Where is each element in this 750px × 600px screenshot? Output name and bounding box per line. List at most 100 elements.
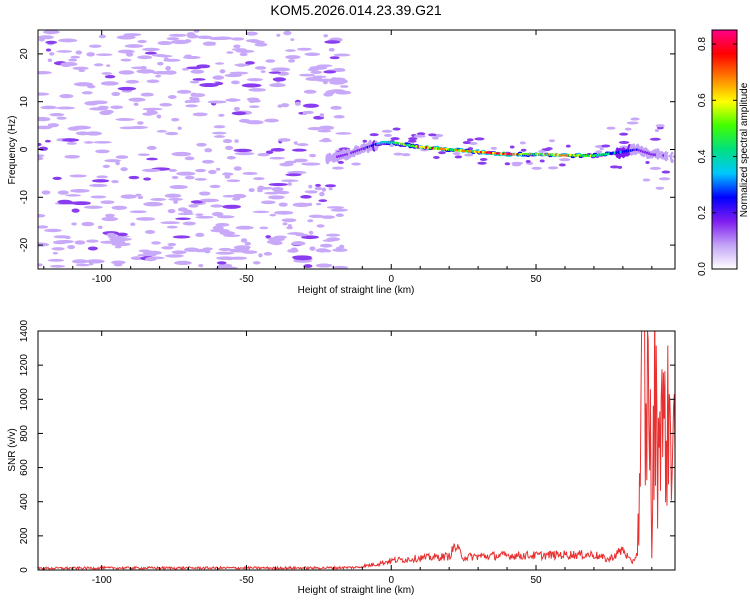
noise-blob [339, 85, 349, 88]
noise-blob [212, 75, 225, 80]
noise-blob [115, 160, 120, 166]
spectrogram-ytick-label: 0 [19, 146, 30, 152]
noise-blob [606, 126, 616, 130]
noise-blob [47, 123, 60, 128]
noise-blob [96, 175, 109, 179]
noise-blob [90, 195, 107, 199]
noise-blob [254, 42, 268, 47]
spectrogram-ytick-label: -20 [19, 237, 30, 252]
noise-blob [38, 35, 54, 40]
noise-blob [272, 77, 287, 82]
noise-blob [291, 241, 306, 246]
noise-blob [276, 33, 281, 37]
noise-blob [259, 226, 269, 230]
noise-blob [198, 191, 211, 196]
noise-blob [198, 264, 204, 268]
spectrogram-xtick-label: -50 [239, 274, 254, 285]
noise-blob [335, 213, 344, 218]
noise-blob [137, 153, 150, 157]
noise-blob [135, 217, 156, 221]
noise-blob [155, 74, 162, 78]
noise-blob [71, 201, 91, 206]
noise-blob [38, 242, 50, 247]
noise-blob [124, 44, 144, 48]
noise-blob [314, 186, 323, 191]
noise-blob [213, 36, 233, 40]
noise-blob [146, 145, 157, 151]
noise-blob [224, 73, 243, 78]
snr-xtick-label: -50 [239, 575, 254, 586]
spectrogram-xtick-label: 0 [388, 274, 394, 285]
noise-blob [165, 131, 179, 136]
noise-blob [56, 116, 67, 120]
noise-blob [248, 105, 260, 108]
noise-blob [234, 152, 255, 156]
noise-blob [173, 199, 179, 204]
noise-blob [235, 225, 254, 230]
noise-blob [68, 58, 78, 62]
noise-blob [317, 129, 332, 133]
noise-blob [329, 80, 346, 85]
noise-blob [38, 71, 52, 75]
noise-blob [168, 168, 178, 172]
noise-blob [271, 186, 284, 192]
noise-blob [454, 155, 463, 159]
noise-blob [618, 140, 630, 144]
noise-blob [337, 160, 344, 164]
noise-blob [199, 83, 219, 88]
noise-blob [321, 187, 327, 192]
noise-blob [227, 98, 239, 102]
noise-blob [307, 219, 314, 223]
noise-blob [193, 30, 200, 33]
noise-blob [55, 239, 74, 244]
noise-blob [330, 77, 338, 82]
noise-blob [167, 95, 177, 99]
noise-blob [630, 117, 640, 121]
noise-blob [97, 225, 103, 229]
noise-blob [171, 151, 192, 157]
noise-blob [265, 150, 274, 154]
noise-blob [98, 34, 106, 39]
noise-blob [315, 183, 321, 187]
noise-blob [213, 125, 226, 129]
noise-blob [100, 200, 115, 205]
noise-blob [283, 30, 292, 36]
noise-blob [324, 249, 332, 253]
snr-ytick-label: 1200 [19, 354, 30, 377]
noise-blob [163, 57, 170, 62]
noise-blob [269, 156, 286, 160]
noise-blob [128, 175, 140, 180]
noise-blob [189, 80, 200, 84]
noise-blob [115, 118, 135, 121]
spectrogram-xtick-label: -100 [92, 274, 112, 285]
noise-blob [233, 44, 241, 49]
noise-blob [182, 221, 196, 226]
noise-blob [304, 190, 311, 193]
noise-blob [128, 97, 146, 102]
noise-blob [73, 82, 94, 87]
noise-blob [44, 139, 51, 143]
noise-blob [216, 256, 235, 260]
noise-blob [239, 52, 248, 57]
noise-blob [88, 107, 108, 111]
noise-blob [281, 218, 297, 223]
noise-blob [204, 148, 213, 153]
noise-blob [319, 243, 333, 248]
noise-blob [195, 215, 214, 219]
noise-blob [525, 159, 531, 163]
noise-blob [182, 55, 201, 60]
noise-blob [170, 39, 190, 45]
noise-blob [81, 91, 93, 95]
noise-blob [88, 44, 102, 48]
noise-blob [120, 167, 128, 172]
noise-blob [296, 143, 309, 147]
noise-blob [280, 103, 290, 108]
noise-blob [287, 170, 307, 175]
noise-blob [72, 259, 89, 264]
noise-blob [278, 138, 291, 142]
noise-blob [99, 110, 112, 116]
noise-blob [172, 235, 191, 239]
noise-blob [642, 178, 651, 182]
snr-xtick-label: 0 [388, 575, 394, 586]
